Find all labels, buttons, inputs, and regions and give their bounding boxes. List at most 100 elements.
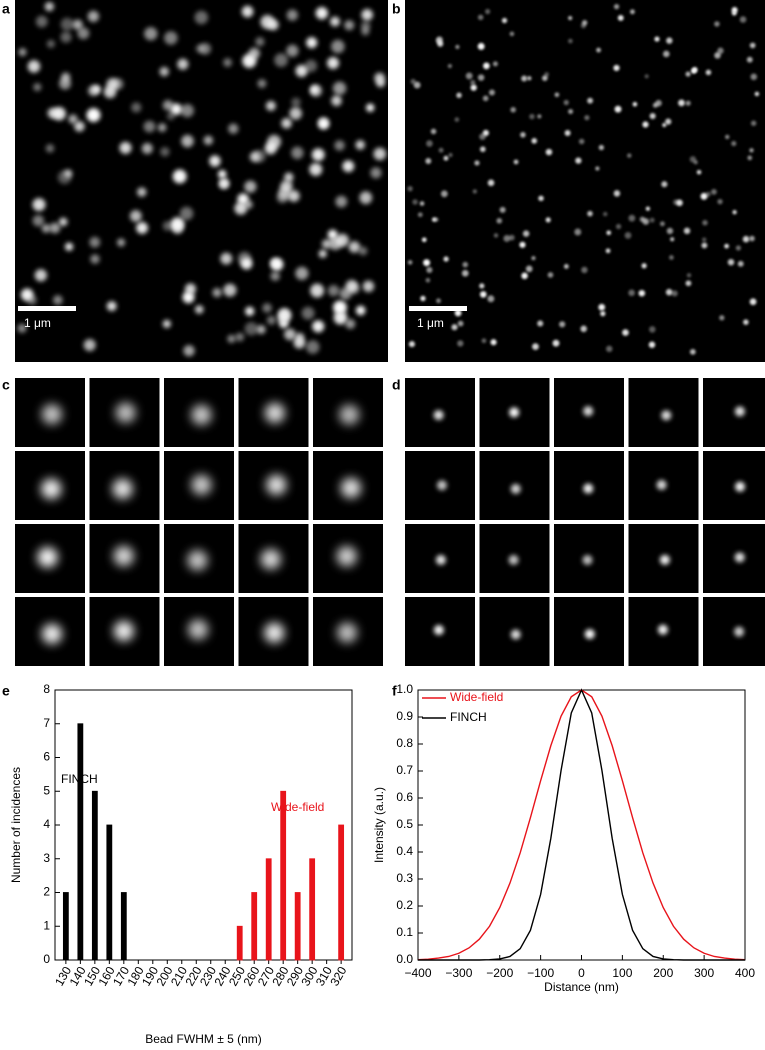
bead [754,91,760,97]
bead [493,233,499,238]
bead [659,554,670,565]
bead [749,298,757,306]
bead [737,260,744,267]
bead [276,191,289,203]
bead [603,211,608,217]
bead [77,27,90,40]
bead [578,138,585,145]
bar [338,824,345,961]
bead [212,287,222,298]
bar [91,790,98,961]
y-tick-label: 0.3 [396,871,413,885]
bead [545,148,553,156]
bead [305,340,320,354]
bead [180,103,194,118]
y-tick-label: 7 [43,716,50,730]
bead [630,9,635,15]
bead [191,404,212,425]
bead [641,263,647,269]
y-tick-label: 0.0 [396,952,413,966]
bead [237,251,252,266]
beads [17,1,387,357]
bead [477,74,485,81]
y-axis-label: Number of incidences [9,767,23,883]
bead [462,261,469,268]
bead [260,14,275,29]
scale-bar [18,306,76,311]
bead [554,92,560,98]
bead [669,255,674,260]
line [418,688,745,961]
bead [331,39,345,54]
bead [315,7,328,20]
bead [734,552,745,563]
bead [632,102,638,107]
bar [77,723,84,961]
bead [330,16,340,27]
bead [89,236,101,248]
bead [289,107,302,120]
legend-label: Wide-field [450,690,503,704]
bead [311,148,325,162]
bead [742,235,750,243]
bead [537,320,544,327]
bead [510,106,516,113]
bead [750,120,757,126]
bead [678,99,685,107]
bead [509,234,515,241]
bead [194,305,204,314]
bead [568,109,574,114]
bead [358,246,368,256]
bead [47,107,58,119]
bead [574,228,582,236]
bead [470,84,477,91]
series-label: Wide-field [271,800,324,814]
bead [327,285,340,297]
bead [477,14,484,21]
panel-label: f [392,683,397,699]
bead [485,8,491,15]
bead-tile [703,524,765,593]
line [417,689,746,961]
bead [537,114,542,119]
bead [605,248,611,254]
bead [217,169,227,179]
bar [280,790,287,961]
bead [662,123,667,128]
bead [501,17,508,24]
bead [644,74,649,79]
bead [479,291,487,298]
bead [335,195,348,208]
bead [509,407,520,418]
bead [654,36,660,42]
x-axis-label: Bead FWHM ± 5 (nm) [145,1032,262,1046]
bead [666,227,674,235]
bead [187,550,208,571]
bead [115,402,136,423]
bead [164,31,178,45]
bead [112,478,133,499]
bead [295,64,308,77]
x-tick-label: 400 [735,966,755,980]
bead [188,619,209,640]
bar [309,858,316,961]
bead [301,306,315,320]
bead [312,320,325,333]
bead [513,159,519,165]
bead [447,63,452,69]
y-tick-label: 8 [43,682,50,696]
bead [689,156,697,163]
bead [596,47,601,53]
bead [32,198,46,212]
bead [510,483,521,494]
bead [606,230,611,236]
bead [332,81,347,95]
bead [503,235,511,242]
bead [284,172,294,182]
bead [649,112,656,120]
bead [563,264,569,269]
bead [203,135,214,146]
bead [45,144,55,153]
scale-label: 1 μm [417,316,444,330]
bead [443,256,449,262]
